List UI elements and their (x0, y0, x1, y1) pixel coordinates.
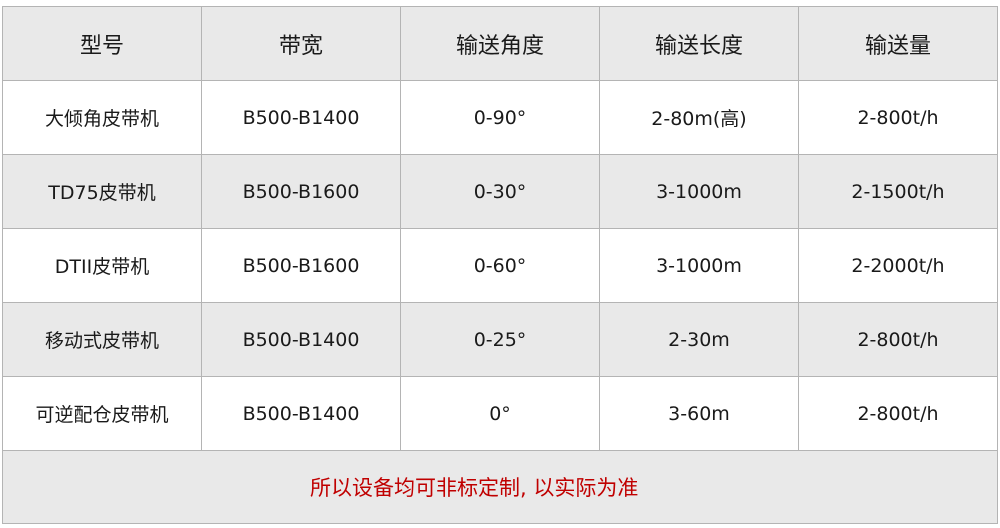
cell-capacity: 2-1500t/h (798, 154, 998, 229)
header-model: 型号 (2, 6, 202, 81)
header-row: 型号 带宽 输送角度 输送长度 输送量 (2, 6, 998, 81)
table-row: DTII皮带机 B500-B1600 0-60° 3-1000m 2-2000t… (2, 228, 998, 303)
header-belt-width: 带宽 (201, 6, 401, 81)
cell-belt-width: B500-B1600 (201, 154, 401, 229)
cell-angle: 0-90° (400, 80, 600, 155)
cell-length: 3-1000m (599, 154, 799, 229)
header-capacity: 输送量 (798, 6, 998, 81)
cell-length: 2-30m (599, 302, 799, 377)
cell-capacity: 2-2000t/h (798, 228, 998, 303)
cell-angle: 0° (400, 376, 600, 451)
cell-belt-width: B500-B1400 (201, 376, 401, 451)
table-row: 移动式皮带机 B500-B1400 0-25° 2-30m 2-800t/h (2, 302, 998, 377)
cell-belt-width: B500-B1600 (201, 228, 401, 303)
cell-length: 3-1000m (599, 228, 799, 303)
table-row: 大倾角皮带机 B500-B1400 0-90° 2-80m(高) 2-800t/… (2, 80, 998, 155)
customization-note: 所以设备均可非标定制, 以实际为准 (2, 450, 998, 524)
conveyor-spec-table: 型号 带宽 输送角度 输送长度 输送量 大倾角皮带机 B500-B1400 0-… (2, 6, 998, 524)
cell-model: DTII皮带机 (2, 228, 202, 303)
cell-model: 大倾角皮带机 (2, 80, 202, 155)
cell-capacity: 2-800t/h (798, 302, 998, 377)
cell-length: 2-80m(高) (599, 80, 799, 155)
cell-model: TD75皮带机 (2, 154, 202, 229)
cell-angle: 0-25° (400, 302, 600, 377)
cell-model: 可逆配仓皮带机 (2, 376, 202, 451)
table-row: 可逆配仓皮带机 B500-B1400 0° 3-60m 2-800t/h (2, 376, 998, 451)
cell-capacity: 2-800t/h (798, 376, 998, 451)
cell-angle: 0-30° (400, 154, 600, 229)
cell-length: 3-60m (599, 376, 799, 451)
cell-capacity: 2-800t/h (798, 80, 998, 155)
note-row: 所以设备均可非标定制, 以实际为准 (2, 450, 998, 524)
table-row: TD75皮带机 B500-B1600 0-30° 3-1000m 2-1500t… (2, 154, 998, 229)
header-angle: 输送角度 (400, 6, 600, 81)
cell-model: 移动式皮带机 (2, 302, 202, 377)
cell-belt-width: B500-B1400 (201, 302, 401, 377)
header-length: 输送长度 (599, 6, 799, 81)
cell-belt-width: B500-B1400 (201, 80, 401, 155)
cell-angle: 0-60° (400, 228, 600, 303)
